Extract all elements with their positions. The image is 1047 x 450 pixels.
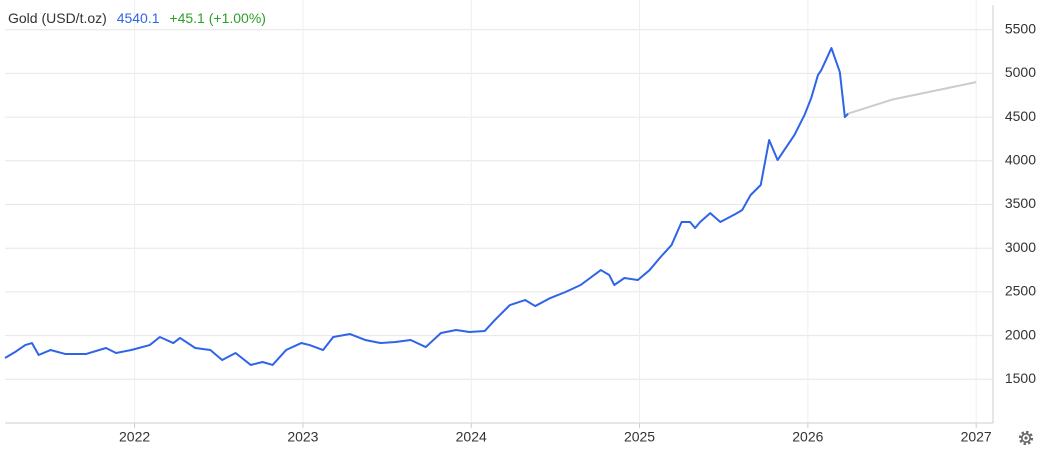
y-tick-label: 4000 <box>1005 152 1036 168</box>
x-tick-label: 2022 <box>119 429 150 445</box>
y-tick-label: 3000 <box>1005 239 1036 255</box>
header: Gold (USD/t.oz) 4540.1 +45.1 (+1.00%) <box>8 10 272 26</box>
y-tick-label: 2500 <box>1005 283 1036 299</box>
change: +45.1 (+1.00%) <box>169 10 266 26</box>
x-tick-label: 2027 <box>961 429 992 445</box>
x-tick-label: 2026 <box>792 429 823 445</box>
price: 4540.1 <box>116 10 160 26</box>
y-tick-label: 4500 <box>1005 108 1036 124</box>
y-tick-label: 3500 <box>1005 195 1036 211</box>
gear-teeth <box>1018 430 1034 446</box>
line-series <box>847 81 977 115</box>
y-tick-label: 5500 <box>1005 20 1036 36</box>
y-tick-label: 2000 <box>1005 326 1036 342</box>
title: Gold (USD/t.oz) <box>8 10 107 26</box>
settings-icon[interactable] <box>1018 430 1034 446</box>
y-tick-label: 1500 <box>1005 370 1036 386</box>
gear-body <box>1021 433 1031 443</box>
y-tick-label: 5000 <box>1005 64 1036 80</box>
line-series <box>4 47 849 366</box>
gear-hub <box>1024 436 1028 440</box>
x-tick-label: 2024 <box>456 429 487 445</box>
x-tick-label: 2025 <box>624 429 655 445</box>
x-tick-label: 2023 <box>287 429 318 445</box>
